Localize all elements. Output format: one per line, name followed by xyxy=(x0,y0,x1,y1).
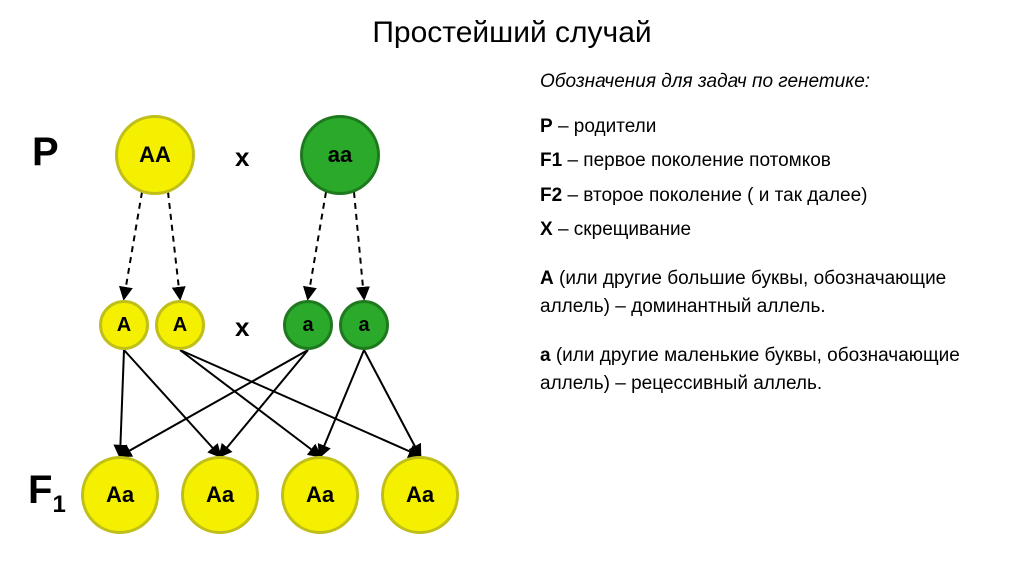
legend-item-symbol: X xyxy=(540,219,553,240)
legend-heading: Обозначения для задач по генетике: xyxy=(540,68,1010,97)
legend-dominant-symbol: A xyxy=(540,268,554,289)
gamete-circle-3: a xyxy=(339,300,389,350)
parent-circle-1: aa xyxy=(300,115,380,195)
legend-item-symbol: P xyxy=(540,116,553,137)
label-f1: F1 xyxy=(28,468,66,519)
legend-item-1: F1 – первое поколение потомков xyxy=(540,147,1010,176)
legend-column: Обозначения для задач по генетике: P – р… xyxy=(540,68,1010,405)
gamete-circle-1: A xyxy=(155,300,205,350)
genetics-diagram: P F1 x x AAaaAAaaAaAaAaAa xyxy=(20,70,520,570)
legend-item-desc: – первое поколение потомков xyxy=(562,150,831,171)
legend-item-symbol: F2 xyxy=(540,185,562,206)
legend-item-desc: – скрещивание xyxy=(553,219,691,240)
label-f1-letter: F xyxy=(28,468,52,512)
parent-circle-0: AA xyxy=(115,115,195,195)
gamete-circle-0: A xyxy=(99,300,149,350)
label-parents: P xyxy=(32,130,59,175)
legend-dominant: A (или другие большие буквы, обозначающи… xyxy=(540,265,1010,322)
cross-symbol-gametes: x xyxy=(235,312,249,343)
legend-item-0: P – родители xyxy=(540,113,1010,142)
offspring-circle-1: Aa xyxy=(181,456,259,534)
legend-item-desc: – второе поколение ( и так далее) xyxy=(562,185,867,206)
gamete-circle-2: a xyxy=(283,300,333,350)
legend-item-symbol: F1 xyxy=(540,150,562,171)
legend-item-desc: – родители xyxy=(553,116,657,137)
offspring-circle-3: Aa xyxy=(381,456,459,534)
legend-item-3: X – скрещивание xyxy=(540,216,1010,245)
legend-recessive-symbol: a xyxy=(540,345,551,366)
offspring-circle-0: Aa xyxy=(81,456,159,534)
legend-dominant-desc: (или другие большие буквы, обозначающие … xyxy=(540,268,946,318)
cross-symbol-parents: x xyxy=(235,142,249,173)
offspring-circle-2: Aa xyxy=(281,456,359,534)
page-title: Простейший случай xyxy=(0,16,1024,50)
legend-item-2: F2 – второе поколение ( и так далее) xyxy=(540,182,1010,211)
legend-recessive: a (или другие маленькие буквы, обозначаю… xyxy=(540,342,1010,399)
label-f1-sub: 1 xyxy=(52,491,65,518)
legend-recessive-desc: (или другие маленькие буквы, обозначающи… xyxy=(540,345,960,395)
